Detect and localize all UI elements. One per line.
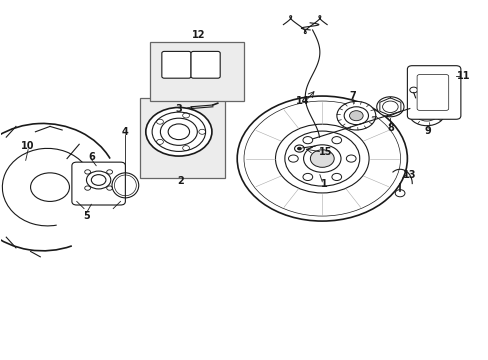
Text: 2: 2 [177, 176, 183, 186]
Text: 13: 13 [402, 170, 416, 180]
Text: 3: 3 [175, 104, 182, 113]
Text: 6: 6 [88, 152, 95, 162]
Text: 4: 4 [122, 127, 128, 137]
Text: 8: 8 [386, 123, 393, 133]
Circle shape [288, 155, 298, 162]
Text: 15: 15 [319, 147, 332, 157]
Text: 10: 10 [21, 141, 35, 151]
Circle shape [275, 124, 368, 193]
Text: 7: 7 [348, 91, 355, 101]
Text: 9: 9 [424, 126, 431, 136]
FancyBboxPatch shape [416, 75, 448, 111]
Circle shape [310, 150, 333, 167]
Circle shape [346, 155, 355, 162]
Circle shape [303, 136, 312, 144]
Circle shape [331, 136, 341, 144]
Text: 1: 1 [321, 179, 327, 189]
FancyBboxPatch shape [149, 42, 244, 102]
Circle shape [303, 174, 312, 181]
Circle shape [420, 108, 432, 117]
FancyBboxPatch shape [162, 51, 191, 78]
FancyBboxPatch shape [407, 66, 460, 119]
Circle shape [376, 97, 403, 117]
Text: 12: 12 [191, 30, 204, 40]
FancyBboxPatch shape [72, 162, 125, 205]
Circle shape [407, 99, 445, 126]
Text: 14: 14 [296, 96, 309, 107]
Circle shape [237, 96, 407, 221]
Circle shape [331, 174, 341, 181]
Circle shape [296, 147, 301, 150]
Circle shape [349, 111, 363, 121]
Text: 11: 11 [456, 71, 469, 81]
FancyBboxPatch shape [140, 98, 224, 178]
FancyBboxPatch shape [191, 51, 220, 78]
Text: 5: 5 [83, 211, 90, 221]
Circle shape [336, 102, 375, 130]
Circle shape [145, 108, 211, 156]
